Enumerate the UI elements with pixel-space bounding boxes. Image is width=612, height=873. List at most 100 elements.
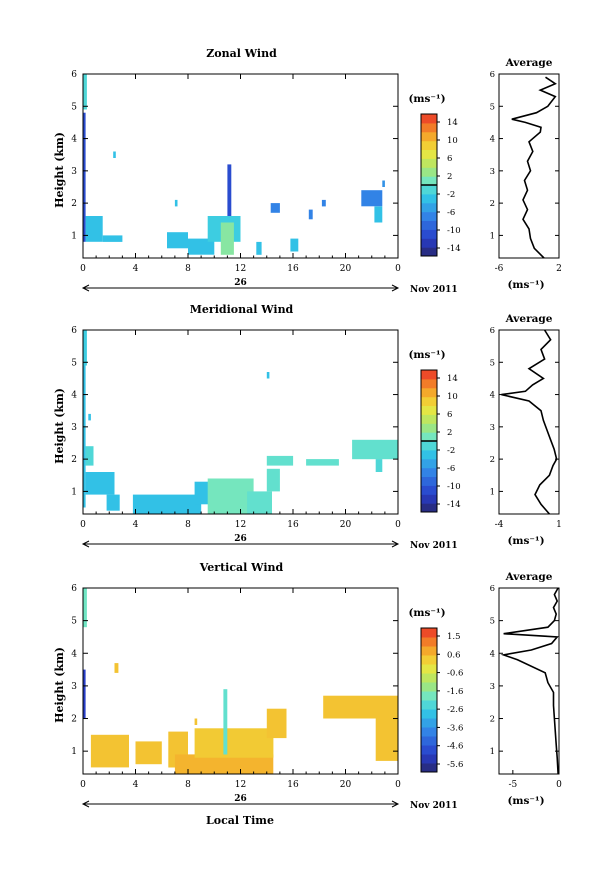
- date-month-label: Nov 2011: [410, 801, 458, 811]
- data-cell: [85, 216, 103, 242]
- colorbar-segment: [421, 432, 437, 442]
- colorbar-unit: (ms⁻¹): [408, 93, 445, 105]
- x-tick-label: 20: [340, 520, 352, 530]
- data-cell: [106, 494, 120, 511]
- x-tick-label: 12: [235, 520, 246, 530]
- colorbar-segment: [421, 114, 437, 124]
- colorbar-segment: [421, 646, 437, 656]
- data-cell: [83, 365, 86, 508]
- data-cell: [207, 478, 254, 514]
- y-tick-label: 3: [71, 682, 77, 692]
- colorbar-tick-label: 6: [447, 410, 452, 420]
- data-cell: [194, 718, 198, 725]
- panel-title: Meridional Wind: [190, 303, 294, 316]
- profile-frame: [498, 73, 560, 259]
- y-tick-label: 5: [71, 102, 77, 112]
- date-day-label: 26: [234, 534, 247, 544]
- data-cell: [266, 455, 294, 466]
- figure-xlabel: Local Time: [206, 814, 274, 827]
- colorbar-segment: [421, 122, 437, 133]
- profile-x-tick-label: 2: [556, 264, 562, 274]
- colorbar-segment: [421, 745, 437, 755]
- colorbar-segment: [421, 503, 437, 513]
- data-cell: [167, 232, 188, 249]
- y-tick-label: 1: [71, 747, 77, 757]
- colorbar-tick-label: -0.6: [447, 669, 463, 679]
- x-tick-label: 4: [133, 264, 139, 274]
- date-bar-arrow-left: [81, 800, 90, 808]
- colorbar-segment: [421, 423, 437, 433]
- profile-y-tick-label: 3: [490, 167, 495, 177]
- colorbar-unit: (ms⁻¹): [408, 349, 445, 361]
- y-tick-label: 2: [71, 199, 77, 209]
- data-cell: [227, 164, 232, 216]
- data-cell: [374, 206, 383, 223]
- data-cell: [223, 689, 228, 755]
- profile-y-tick-label: 5: [490, 617, 495, 627]
- y-tick-label: 6: [71, 584, 77, 594]
- profile-x-tick-label: 0: [556, 780, 562, 790]
- data-cell: [85, 472, 115, 495]
- colorbar-segment: [421, 247, 437, 257]
- profile-y-tick-label: 1: [490, 487, 495, 497]
- y-tick-label: 1: [71, 231, 77, 241]
- y-tick-label: 6: [71, 70, 77, 80]
- colorbar-tick-label: -14: [447, 500, 461, 510]
- colorbar-segment: [421, 396, 437, 406]
- x-tick-label: 8: [185, 780, 191, 790]
- data-cell: [266, 468, 280, 492]
- y-axis-label: Height (km): [53, 647, 66, 723]
- colorbar-tick-label: 2: [447, 172, 452, 182]
- y-tick-label: 2: [71, 715, 77, 725]
- data-cell: [382, 180, 385, 187]
- profile-x-label: (ms⁻¹): [507, 535, 544, 547]
- x-tick-label: 0: [80, 520, 86, 530]
- colorbar-tick-label: -2: [447, 446, 455, 456]
- y-tick-label: 5: [71, 358, 77, 368]
- colorbar-segment: [421, 202, 437, 213]
- date-day-label: 26: [234, 278, 247, 288]
- data-cell: [85, 446, 94, 466]
- y-tick-label: 4: [71, 649, 77, 659]
- colorbar-tick-label: 10: [447, 136, 458, 146]
- profile-y-tick-label: 2: [490, 715, 495, 725]
- colorbar-segment: [421, 754, 437, 764]
- colorbar-tick-label: 10: [447, 392, 458, 402]
- colorbar-segment: [421, 476, 437, 486]
- data-cell: [83, 588, 87, 628]
- data-cell: [88, 413, 91, 421]
- data-cell: [306, 459, 339, 466]
- date-day-label: 26: [234, 794, 247, 804]
- colorbar-segment: [421, 664, 437, 674]
- colorbar-tick-label: -6: [447, 208, 455, 218]
- colorbar-segment: [421, 637, 437, 647]
- x-tick-label: 12: [235, 780, 246, 790]
- profile-y-tick-label: 4: [490, 391, 495, 401]
- data-cell: [83, 74, 87, 110]
- colorbar-segment: [421, 140, 437, 150]
- data-cell: [174, 199, 178, 207]
- x-tick-label: 20: [340, 264, 352, 274]
- profile-y-tick-label: 3: [490, 423, 495, 433]
- data-cell: [113, 151, 116, 158]
- colorbar-segment: [421, 718, 437, 728]
- data-cell: [290, 238, 299, 252]
- colorbar-tick-label: -2: [447, 190, 455, 200]
- profile-title: Average: [505, 571, 553, 583]
- colorbar-segment: [421, 691, 437, 701]
- colorbar-tick-label: -6: [447, 464, 455, 474]
- data-cell: [308, 209, 313, 220]
- colorbar-segment: [421, 414, 437, 424]
- data-cell: [266, 708, 287, 739]
- x-tick-label: 16: [287, 520, 299, 530]
- colorbar-unit: (ms⁻¹): [408, 607, 445, 619]
- x-tick-label: 0: [395, 520, 401, 530]
- data-cell: [132, 494, 202, 514]
- colorbar-tick-label: -10: [447, 226, 461, 236]
- colorbar-segment: [421, 628, 437, 638]
- data-cell: [247, 491, 272, 514]
- profile-y-tick-label: 4: [490, 135, 495, 145]
- colorbar-tick-label: -10: [447, 482, 461, 492]
- y-axis-label: Height (km): [53, 132, 66, 208]
